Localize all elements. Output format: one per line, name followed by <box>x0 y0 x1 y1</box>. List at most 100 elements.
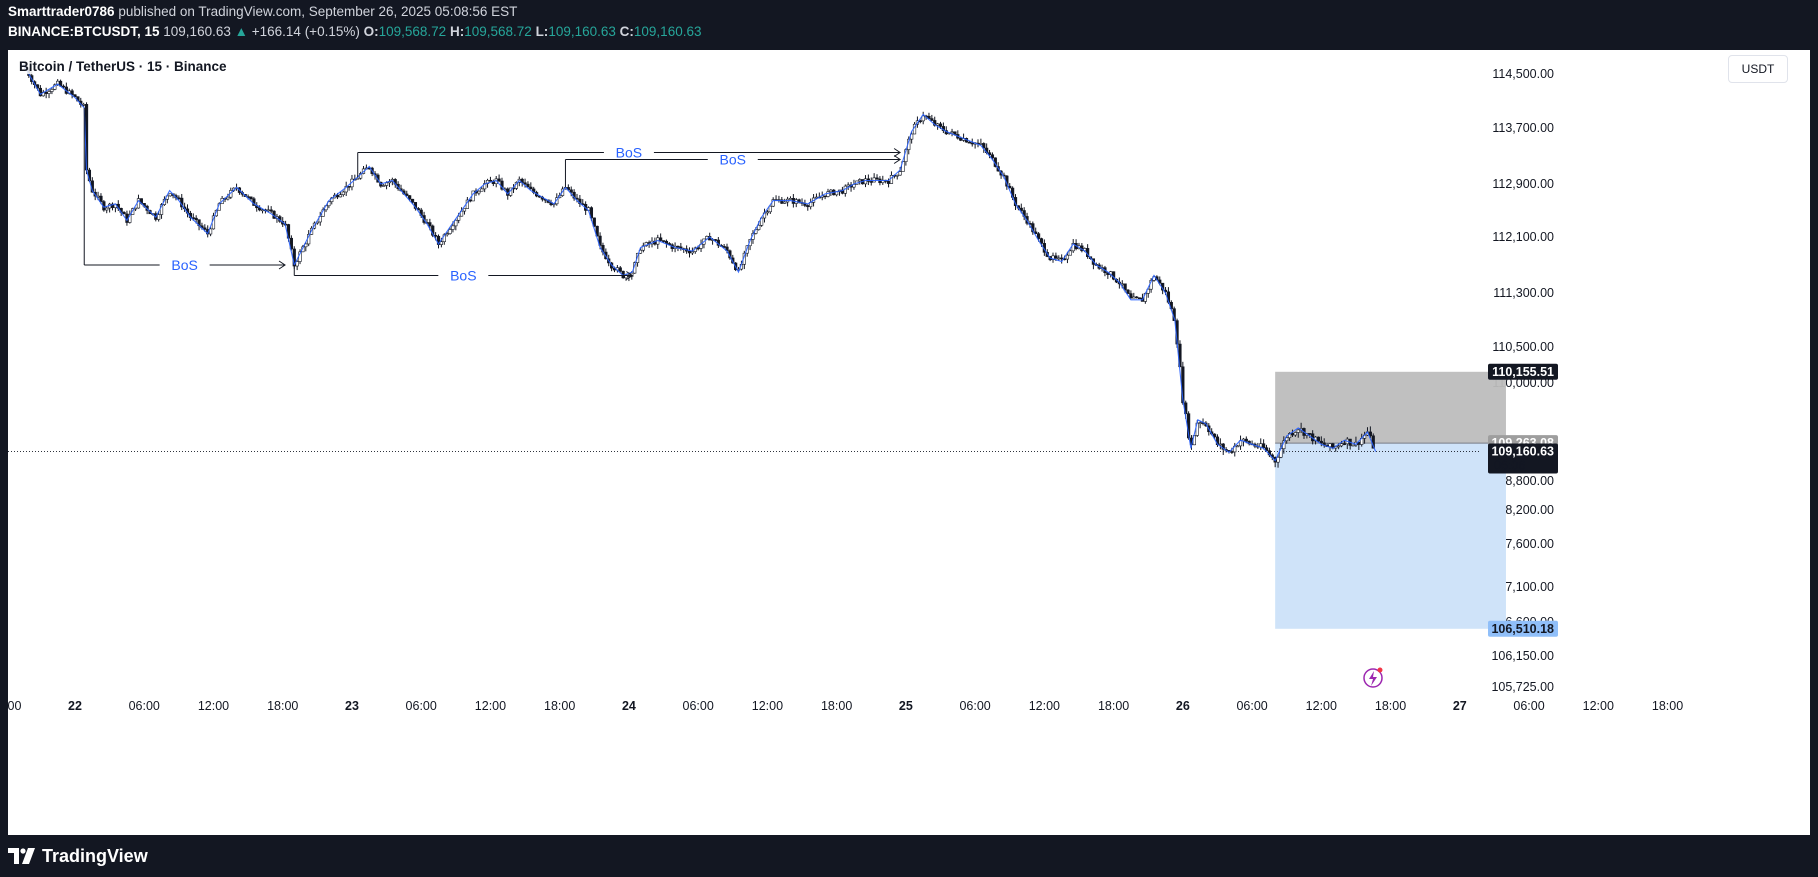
time-axis-label: 18:00 <box>544 699 575 713</box>
lightning-icon-ring <box>1363 668 1383 688</box>
candle-body <box>428 222 432 227</box>
candle-body <box>1019 207 1023 211</box>
candle-body <box>269 209 273 212</box>
candle-body <box>1054 255 1058 259</box>
candle-body <box>1339 443 1344 447</box>
candle-body <box>895 174 899 177</box>
candle-body <box>780 199 784 204</box>
candle-body <box>930 118 934 121</box>
candle-body <box>886 181 891 184</box>
candle-body <box>690 251 694 254</box>
lightning-icon-bolt <box>1369 671 1377 686</box>
time-axis-label: 24 <box>622 699 636 713</box>
chart-pane[interactable]: 114,500.00 113,700.00 112,900.00 112,100.00… <box>8 50 1810 835</box>
candle-body <box>1351 444 1355 447</box>
price-axis-label: 105,725.00 <box>1491 680 1554 694</box>
time-axis-label: 06:00 <box>959 699 990 713</box>
bos-label: BoS <box>616 145 642 161</box>
candle-body <box>872 177 876 183</box>
price-chart[interactable]: 114,500.00 113,700.00 112,900.00 112,100.00… <box>8 50 1810 835</box>
candle-body <box>454 219 458 227</box>
price-tag <box>1488 363 1558 380</box>
author-name[interactable]: Smarttrader0786 <box>8 4 115 19</box>
candle-body <box>1039 238 1044 244</box>
ohlc-legend: BINANCE:BTCUSDT, 15 109,160.63 ▲ +166.14… <box>8 24 701 39</box>
price-axis-label: 108,200.00 <box>1491 503 1554 517</box>
price-axis-label: 108,800.00 <box>1491 474 1554 488</box>
time-axis-label: 18:00 <box>821 699 852 713</box>
tradingview-logo-text: TradingView <box>42 845 148 866</box>
candle-body <box>806 205 810 208</box>
tradingview-logo[interactable]: TradingView <box>8 844 148 868</box>
take-profit-zone <box>1275 443 1506 629</box>
candle-body <box>266 209 270 212</box>
candle-body <box>846 184 850 187</box>
candle-body <box>122 212 126 215</box>
candle-body <box>1129 293 1133 299</box>
candle-body <box>462 208 467 212</box>
candle-body <box>289 237 293 250</box>
candle-body <box>950 131 954 134</box>
candle-body <box>405 193 409 196</box>
candle-body <box>105 207 109 211</box>
bos-label: BoS <box>450 268 476 284</box>
currency-button[interactable]: USDT <box>1728 55 1788 83</box>
candle-body <box>1276 456 1280 463</box>
candle-body <box>1065 254 1070 260</box>
candle-body <box>687 250 692 254</box>
open-value: 109,568.72 <box>378 24 447 39</box>
candle-body <box>765 211 769 214</box>
candle-body <box>589 207 594 219</box>
bos-arrowhead <box>893 155 902 164</box>
candle-body <box>1137 297 1142 300</box>
candle-body <box>480 188 484 192</box>
candle-body <box>921 115 925 122</box>
candle-body <box>157 214 161 220</box>
time-axis-label: 18:00 <box>1375 699 1406 713</box>
candle-body <box>1057 257 1061 260</box>
price-tag <box>1488 443 1558 474</box>
price-axis-label: 110,500.00 <box>1492 340 1554 354</box>
candle-body <box>927 115 931 119</box>
publish-info: Smarttrader0786 published on TradingView… <box>8 4 517 19</box>
candle-body <box>875 177 879 180</box>
time-axis-label: 18:00 <box>1098 699 1129 713</box>
close-label: C: <box>619 24 634 39</box>
candle-body <box>1135 296 1139 299</box>
bos-annotations: BoS BoS BoS BoS <box>83 107 902 284</box>
candle-body <box>768 205 772 213</box>
candle-body <box>526 183 530 188</box>
high-value: 109,568.72 <box>464 24 532 39</box>
price-axis-label: 106,150.00 <box>1491 649 1554 663</box>
candle-body <box>967 141 971 144</box>
candle-body <box>82 104 86 106</box>
price-tag-label: 109,160.63 <box>1491 445 1554 459</box>
stop-loss-zone <box>1275 371 1506 444</box>
time-axis-label: 23 <box>345 699 359 713</box>
candle-body <box>384 182 389 186</box>
close-value: 109,160.63 <box>633 24 702 39</box>
candle-body <box>898 171 902 176</box>
candle-body <box>1368 431 1372 437</box>
candle-body <box>936 123 940 126</box>
time-axis-label: 12:00 <box>475 699 506 713</box>
candle-body <box>194 217 198 221</box>
candle-body <box>226 196 230 200</box>
time-axis-label: 18:00 <box>1652 699 1683 713</box>
candle-body <box>823 195 827 198</box>
price-change: +166.14 (+0.15%) <box>251 24 360 39</box>
candles <box>24 61 1375 468</box>
time-axis-label: 12:00 <box>1583 699 1614 713</box>
candle-body <box>408 195 412 200</box>
candle-body <box>47 91 51 94</box>
bos-arrowhead <box>893 148 902 157</box>
candle-body <box>341 191 345 195</box>
price-axis-label: 107,600.00 <box>1491 537 1554 551</box>
time-axis-label: 06:00 <box>1513 699 1544 713</box>
candle-body <box>168 193 172 197</box>
candle-body <box>203 227 207 230</box>
candle-body <box>177 197 181 200</box>
candle-body <box>938 123 943 127</box>
candle-body <box>488 179 493 182</box>
time-axis-label: 06:00 <box>683 699 714 713</box>
